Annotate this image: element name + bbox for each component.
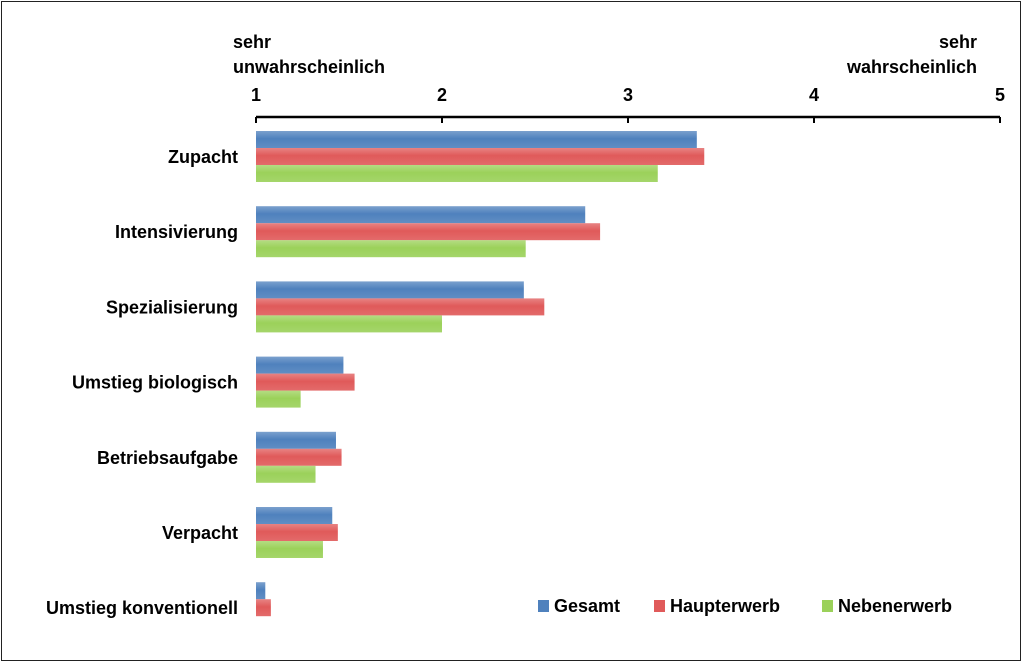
category-label: Umstieg konventionell xyxy=(46,598,238,618)
axis-label-left-line1: sehr xyxy=(233,32,271,52)
bar-haupterwerb-3 xyxy=(256,373,355,391)
bar-nebenerwerb-2 xyxy=(256,315,442,333)
x-tick-label: 5 xyxy=(995,85,1005,105)
x-axis: 1 2 3 4 5 xyxy=(251,85,1005,123)
legend-label: Haupterwerb xyxy=(670,596,780,616)
legend-label: Gesamt xyxy=(554,596,620,616)
category-label: Spezialisierung xyxy=(106,297,238,317)
bar-nebenerwerb-1 xyxy=(256,240,526,258)
axis-label-left-line2: unwahrscheinlich xyxy=(233,57,385,77)
bar-haupterwerb-2 xyxy=(256,298,545,316)
bar-haupterwerb-5 xyxy=(256,524,338,541)
axis-label-right-line1: sehr xyxy=(939,32,977,52)
category-labels: Zupacht Intensivierung Spezialisierung Umst… xyxy=(46,147,238,618)
bar-gesamt-5 xyxy=(256,507,333,524)
category-label: Intensivierung xyxy=(115,222,238,242)
bar-gesamt-0 xyxy=(256,131,697,148)
category-label: Umstieg biologisch xyxy=(72,373,238,393)
bar-gesamt-4 xyxy=(256,431,336,449)
bar-haupterwerb-0 xyxy=(256,148,705,165)
bar-gesamt-6 xyxy=(256,582,266,600)
legend-swatch-nebenerwerb xyxy=(822,600,833,612)
category-label: Zupacht xyxy=(168,147,238,167)
bars-group xyxy=(256,131,705,617)
legend-swatch-gesamt xyxy=(538,600,549,612)
bar-haupterwerb-6 xyxy=(256,599,271,617)
bar-gesamt-3 xyxy=(256,356,344,374)
bar-haupterwerb-4 xyxy=(256,448,342,466)
legend: Gesamt Haupterwerb Nebenerwerb xyxy=(538,596,952,616)
legend-swatch-haupterwerb xyxy=(654,600,665,612)
bar-nebenerwerb-4 xyxy=(256,465,316,483)
bar-nebenerwerb-5 xyxy=(256,541,323,558)
bar-nebenerwerb-3 xyxy=(256,390,301,408)
category-label: Verpacht xyxy=(162,523,238,543)
bar-haupterwerb-1 xyxy=(256,223,601,241)
x-tick-label: 2 xyxy=(437,85,447,105)
legend-label: Nebenerwerb xyxy=(838,596,952,616)
bar-gesamt-2 xyxy=(256,281,524,299)
x-tick-label: 4 xyxy=(809,85,819,105)
x-tick-label: 3 xyxy=(623,85,633,105)
axis-label-right-line2: wahrscheinlich xyxy=(846,57,977,77)
bar-gesamt-1 xyxy=(256,206,586,224)
x-tick-label: 1 xyxy=(251,85,261,105)
category-label: Betriebsaufgabe xyxy=(97,448,238,468)
bar-nebenerwerb-0 xyxy=(256,165,658,182)
